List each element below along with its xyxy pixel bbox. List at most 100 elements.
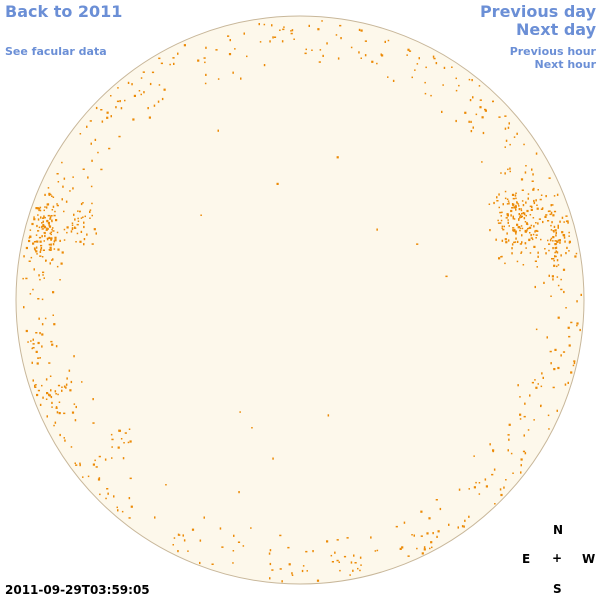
facula-point xyxy=(489,443,491,446)
facula-point xyxy=(37,298,40,300)
facula-point xyxy=(387,39,390,42)
facula-point xyxy=(533,225,535,228)
facula-point xyxy=(445,275,448,278)
previous-day-link[interactable]: Previous day xyxy=(479,2,596,21)
facula-point xyxy=(29,229,32,231)
facula-point xyxy=(91,243,94,245)
facula-point xyxy=(46,238,49,241)
facula-point xyxy=(48,393,50,396)
facula-point xyxy=(504,172,506,175)
facula-point xyxy=(458,488,461,491)
facula-point xyxy=(463,525,465,528)
next-day-link[interactable]: Next day xyxy=(516,20,596,39)
facula-point xyxy=(548,428,550,430)
facula-point xyxy=(93,228,96,231)
facula-point xyxy=(504,146,506,148)
facula-point xyxy=(555,250,557,253)
facula-point xyxy=(548,177,551,179)
facula-point xyxy=(514,194,517,197)
facula-point xyxy=(306,570,308,572)
facula-point xyxy=(554,240,557,242)
facula-point xyxy=(387,76,389,78)
facula-point xyxy=(475,113,478,116)
facula-point xyxy=(504,197,507,200)
facula-point xyxy=(507,126,510,129)
facula-point xyxy=(89,120,92,122)
facula-point xyxy=(523,415,526,418)
facula-point xyxy=(124,99,126,102)
facula-point xyxy=(37,207,40,210)
facula-point xyxy=(468,515,470,518)
facula-point xyxy=(504,262,506,265)
facula-point xyxy=(506,198,509,200)
facula-point xyxy=(524,242,527,245)
facula-point xyxy=(317,28,320,31)
facula-point xyxy=(48,223,50,226)
facula-point xyxy=(117,509,119,512)
facula-point xyxy=(173,537,176,539)
facula-point xyxy=(45,206,48,209)
facula-point xyxy=(523,143,525,146)
facula-point xyxy=(101,120,104,123)
facula-point xyxy=(548,243,551,245)
facula-point xyxy=(564,240,566,243)
facula-point xyxy=(282,28,285,31)
facula-point xyxy=(276,182,279,185)
facula-point xyxy=(533,199,535,203)
facula-point xyxy=(83,238,86,241)
facula-point xyxy=(567,221,569,224)
facula-point xyxy=(35,384,37,386)
facula-point xyxy=(519,214,522,216)
facula-point xyxy=(507,200,510,202)
facula-point xyxy=(118,135,121,138)
facula-point xyxy=(90,142,92,145)
facula-point xyxy=(39,206,42,209)
facula-point xyxy=(48,243,51,246)
facula-point xyxy=(541,372,543,375)
facula-point xyxy=(327,414,330,417)
facula-point xyxy=(40,216,42,219)
facula-point xyxy=(42,220,44,223)
facula-point xyxy=(549,213,552,216)
facula-point xyxy=(35,240,38,243)
see-facular-data-link[interactable]: See facular data xyxy=(5,45,107,58)
facula-point xyxy=(533,245,536,248)
facula-point xyxy=(579,328,581,332)
facula-point xyxy=(98,455,101,458)
facula-point xyxy=(556,265,558,268)
facula-point xyxy=(47,187,50,189)
previous-hour-link[interactable]: Previous hour xyxy=(509,45,596,58)
facula-point xyxy=(430,541,433,544)
facula-point xyxy=(161,97,164,101)
facula-point xyxy=(536,204,538,206)
facula-point xyxy=(502,203,504,206)
facula-point xyxy=(505,139,508,142)
facula-point xyxy=(43,232,45,234)
facula-point xyxy=(501,211,503,214)
facula-point xyxy=(531,180,534,182)
facula-point xyxy=(551,221,553,224)
facula-point xyxy=(59,239,61,242)
facula-point xyxy=(354,562,357,564)
facula-point xyxy=(339,569,341,572)
facula-point xyxy=(414,69,416,71)
facula-point xyxy=(52,291,55,294)
facula-point xyxy=(431,546,433,549)
facula-point xyxy=(154,516,156,519)
facula-point xyxy=(51,219,53,221)
facula-point xyxy=(527,193,530,195)
facula-point xyxy=(119,100,121,103)
facula-point xyxy=(539,198,542,201)
facula-point xyxy=(508,438,510,441)
facula-point xyxy=(36,240,39,243)
facula-point xyxy=(80,230,83,233)
facula-point xyxy=(553,195,556,197)
facula-point xyxy=(520,215,523,218)
next-hour-link[interactable]: Next hour xyxy=(534,58,597,71)
back-to-year-link[interactable]: Back to 2011 xyxy=(5,2,123,21)
facula-point xyxy=(41,235,43,238)
facula-point xyxy=(90,185,93,188)
facula-point xyxy=(81,381,83,383)
facula-point xyxy=(34,247,36,250)
facula-point xyxy=(199,539,202,542)
